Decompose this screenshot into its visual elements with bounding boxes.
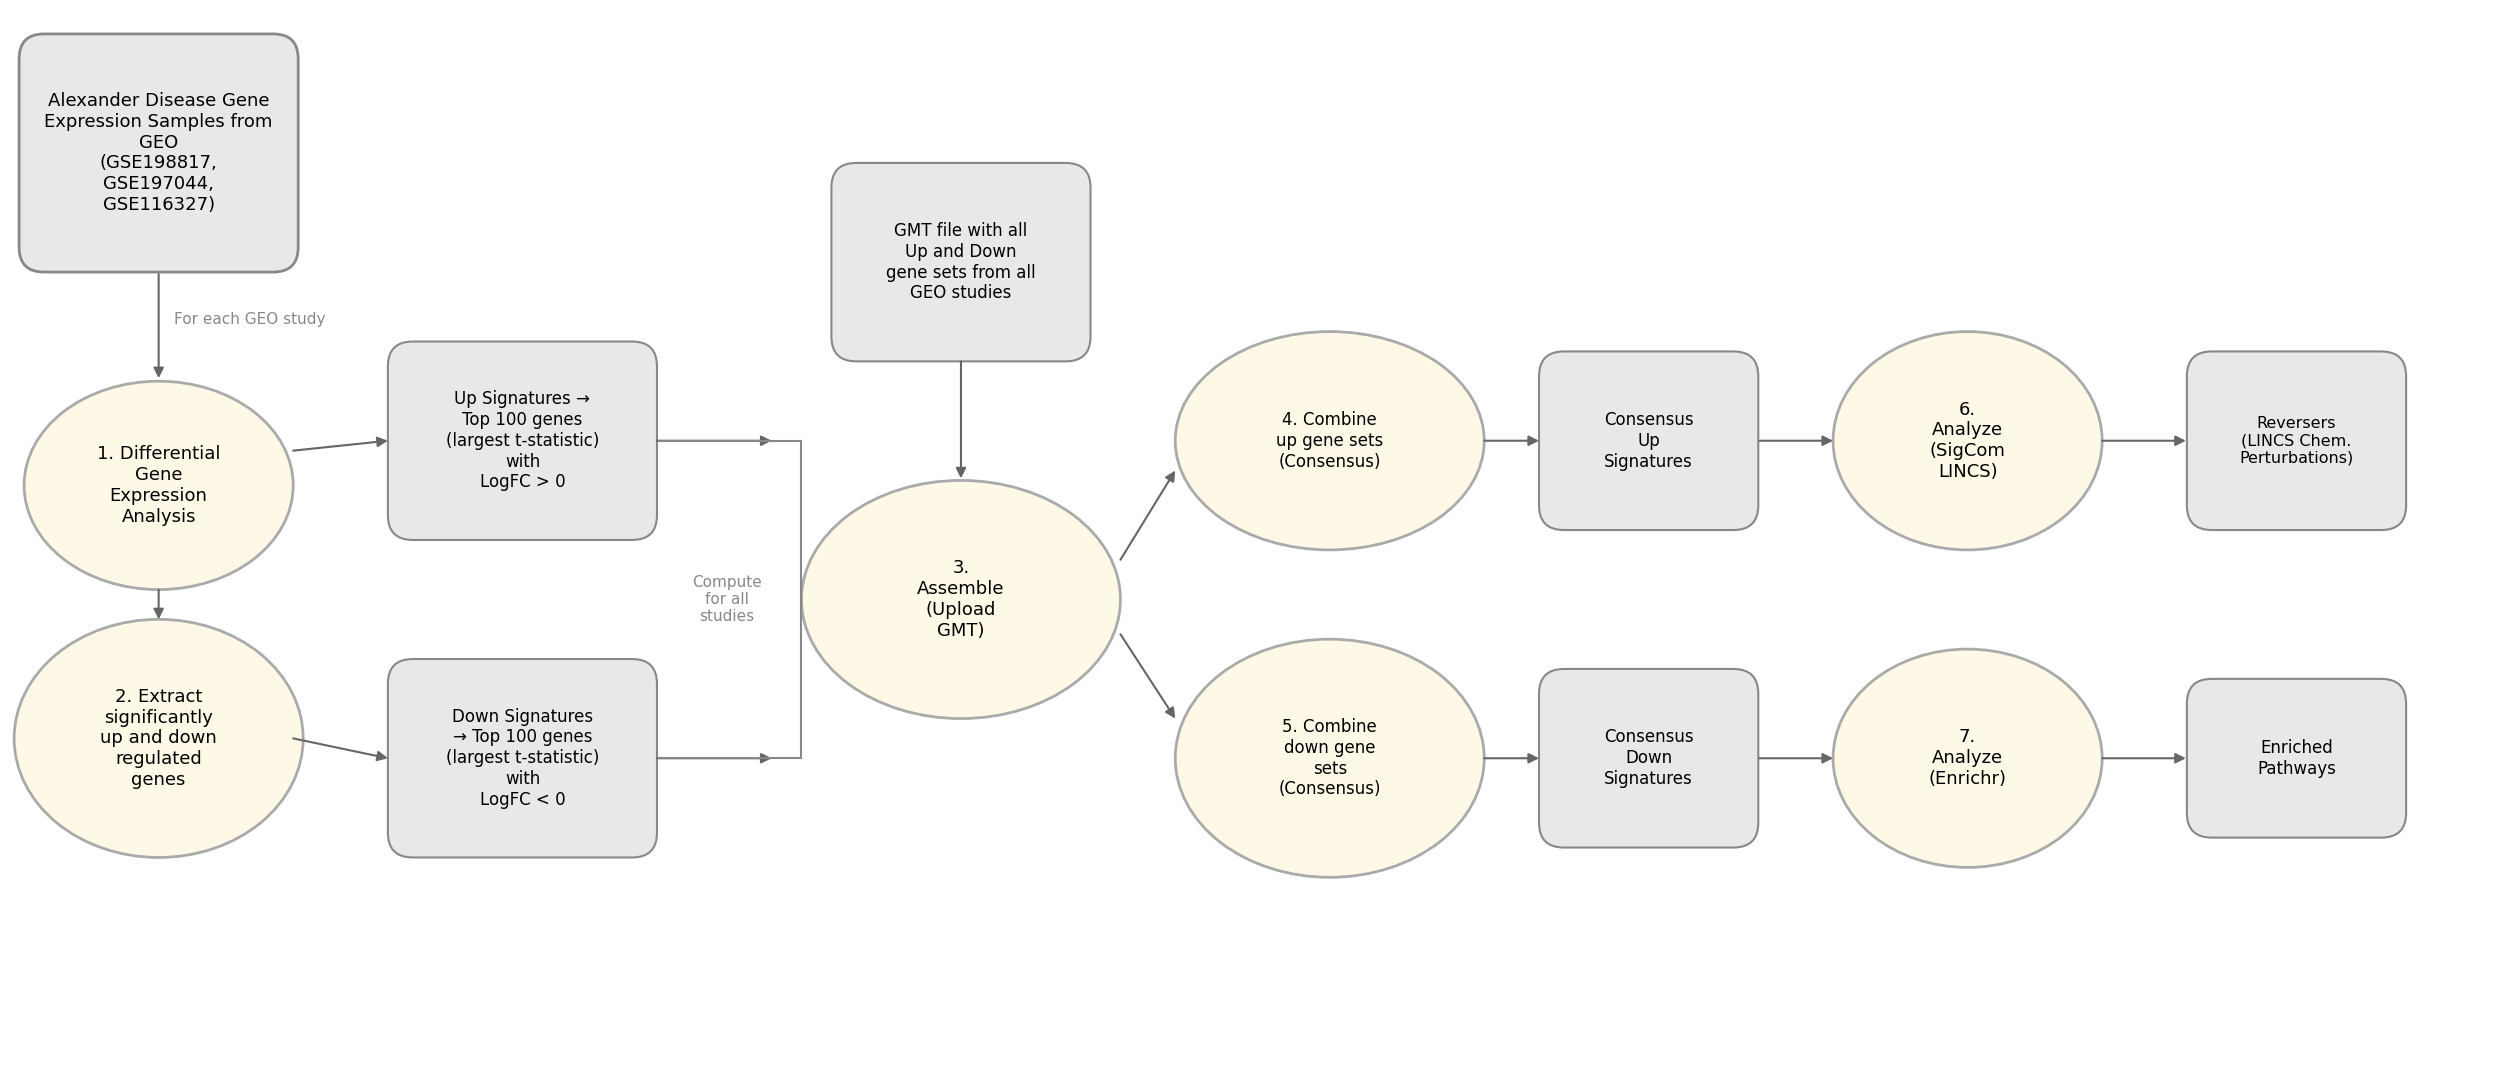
FancyBboxPatch shape xyxy=(20,34,297,272)
Text: Consensus
Down
Signatures: Consensus Down Signatures xyxy=(1605,729,1692,788)
Text: Consensus
Up
Signatures: Consensus Up Signatures xyxy=(1605,411,1692,471)
Text: 7.
Analyze
(Enrichr): 7. Analyze (Enrichr) xyxy=(1928,729,2008,788)
Text: GMT file with all
Up and Down
gene sets from all
GEO studies: GMT file with all Up and Down gene sets … xyxy=(885,221,1035,303)
Ellipse shape xyxy=(1832,649,2102,868)
Text: 1. Differential
Gene
Expression
Analysis: 1. Differential Gene Expression Analysis xyxy=(98,445,220,525)
Text: For each GEO study: For each GEO study xyxy=(173,312,325,327)
Text: Up Signatures →
Top 100 genes
(largest t-statistic)
with
LogFC > 0: Up Signatures → Top 100 genes (largest t… xyxy=(445,391,600,491)
Ellipse shape xyxy=(15,620,302,857)
Text: Compute
for all
studies: Compute for all studies xyxy=(693,575,762,625)
Ellipse shape xyxy=(1175,639,1485,877)
Ellipse shape xyxy=(1175,332,1485,550)
Text: 5. Combine
down gene
sets
(Consensus): 5. Combine down gene sets (Consensus) xyxy=(1278,718,1380,798)
Text: 3.
Assemble
(Upload
GMT): 3. Assemble (Upload GMT) xyxy=(918,560,1005,640)
FancyBboxPatch shape xyxy=(2188,351,2405,530)
FancyBboxPatch shape xyxy=(388,341,658,540)
FancyBboxPatch shape xyxy=(1540,669,1758,847)
Ellipse shape xyxy=(802,480,1120,719)
Text: Enriched
Pathways: Enriched Pathways xyxy=(2258,739,2335,778)
Text: 2. Extract
significantly
up and down
regulated
genes: 2. Extract significantly up and down reg… xyxy=(100,688,218,789)
FancyBboxPatch shape xyxy=(832,163,1090,362)
FancyBboxPatch shape xyxy=(1540,351,1758,530)
Ellipse shape xyxy=(1832,332,2102,550)
Ellipse shape xyxy=(25,381,293,590)
Text: 4. Combine
up gene sets
(Consensus): 4. Combine up gene sets (Consensus) xyxy=(1275,411,1382,471)
FancyBboxPatch shape xyxy=(388,659,658,857)
Text: 6.
Analyze
(SigCom
LINCS): 6. Analyze (SigCom LINCS) xyxy=(1930,400,2005,480)
Text: Down Signatures
→ Top 100 genes
(largest t-statistic)
with
LogFC < 0: Down Signatures → Top 100 genes (largest… xyxy=(445,707,600,809)
Text: Reversers
(LINCS Chem.
Perturbations): Reversers (LINCS Chem. Perturbations) xyxy=(2240,416,2352,465)
FancyBboxPatch shape xyxy=(2188,678,2405,838)
Text: Alexander Disease Gene
Expression Samples from
GEO
(GSE198817,
GSE197044,
GSE116: Alexander Disease Gene Expression Sample… xyxy=(45,92,272,214)
